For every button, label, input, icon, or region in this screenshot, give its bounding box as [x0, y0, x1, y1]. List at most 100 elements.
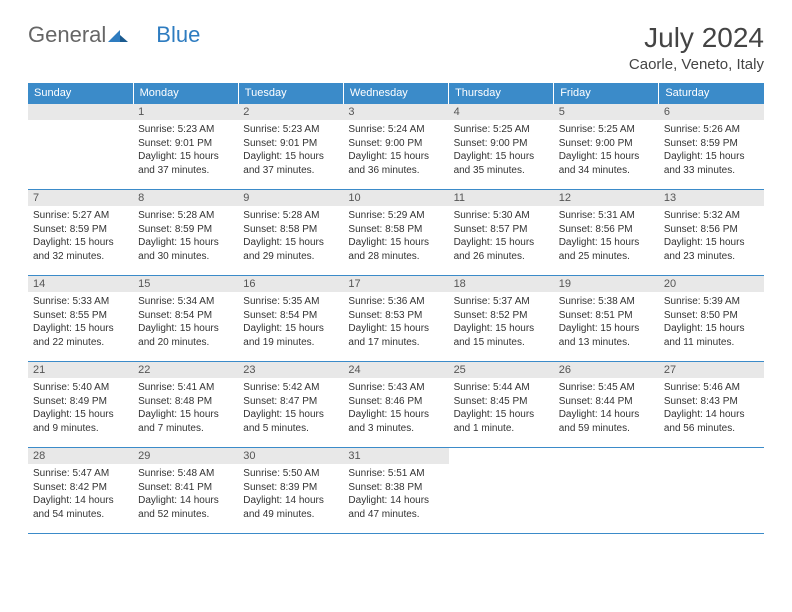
- day-details: Sunrise: 5:31 AMSunset: 8:56 PMDaylight:…: [554, 206, 659, 268]
- col-header: Sunday: [28, 83, 133, 104]
- calendar-cell: 2Sunrise: 5:23 AMSunset: 9:01 PMDaylight…: [238, 104, 343, 190]
- daylight-line: Daylight: 14 hours and 54 minutes.: [33, 494, 128, 521]
- calendar-cell: 11Sunrise: 5:30 AMSunset: 8:57 PMDayligh…: [449, 190, 554, 276]
- sunrise-line: Sunrise: 5:29 AM: [348, 209, 443, 223]
- sunrise-line: Sunrise: 5:28 AM: [138, 209, 233, 223]
- calendar-cell: 8Sunrise: 5:28 AMSunset: 8:59 PMDaylight…: [133, 190, 238, 276]
- sunrise-line: Sunrise: 5:28 AM: [243, 209, 338, 223]
- calendar-cell: 15Sunrise: 5:34 AMSunset: 8:54 PMDayligh…: [133, 276, 238, 362]
- daylight-line: Daylight: 14 hours and 52 minutes.: [138, 494, 233, 521]
- sunset-line: Sunset: 8:45 PM: [454, 395, 549, 409]
- calendar-cell: 30Sunrise: 5:50 AMSunset: 8:39 PMDayligh…: [238, 448, 343, 534]
- sunrise-line: Sunrise: 5:37 AM: [454, 295, 549, 309]
- sunrise-line: Sunrise: 5:41 AM: [138, 381, 233, 395]
- sunset-line: Sunset: 8:55 PM: [33, 309, 128, 323]
- sunrise-line: Sunrise: 5:50 AM: [243, 467, 338, 481]
- day-number: 5: [554, 104, 659, 120]
- daylight-line: Daylight: 14 hours and 59 minutes.: [559, 408, 654, 435]
- col-header: Thursday: [449, 83, 554, 104]
- sunrise-line: Sunrise: 5:27 AM: [33, 209, 128, 223]
- sunset-line: Sunset: 9:01 PM: [138, 137, 233, 151]
- daylight-line: Daylight: 15 hours and 35 minutes.: [454, 150, 549, 177]
- day-number: 18: [449, 276, 554, 292]
- sunset-line: Sunset: 8:51 PM: [559, 309, 654, 323]
- sunrise-line: Sunrise: 5:51 AM: [348, 467, 443, 481]
- day-details: Sunrise: 5:44 AMSunset: 8:45 PMDaylight:…: [449, 378, 554, 440]
- daylight-line: Daylight: 15 hours and 37 minutes.: [138, 150, 233, 177]
- daylight-line: Daylight: 15 hours and 37 minutes.: [243, 150, 338, 177]
- col-header: Friday: [554, 83, 659, 104]
- day-details: Sunrise: 5:29 AMSunset: 8:58 PMDaylight:…: [343, 206, 448, 268]
- day-details: Sunrise: 5:25 AMSunset: 9:00 PMDaylight:…: [554, 120, 659, 182]
- daylight-line: Daylight: 15 hours and 19 minutes.: [243, 322, 338, 349]
- empty-day-band: [28, 104, 133, 120]
- sunrise-line: Sunrise: 5:25 AM: [559, 123, 654, 137]
- location-text: Caorle, Veneto, Italy: [629, 56, 764, 73]
- day-details: Sunrise: 5:45 AMSunset: 8:44 PMDaylight:…: [554, 378, 659, 440]
- daylight-line: Daylight: 15 hours and 22 minutes.: [33, 322, 128, 349]
- sunrise-line: Sunrise: 5:34 AM: [138, 295, 233, 309]
- calendar-cell: 10Sunrise: 5:29 AMSunset: 8:58 PMDayligh…: [343, 190, 448, 276]
- day-details: Sunrise: 5:47 AMSunset: 8:42 PMDaylight:…: [28, 464, 133, 526]
- day-number: 23: [238, 362, 343, 378]
- calendar-cell: 20Sunrise: 5:39 AMSunset: 8:50 PMDayligh…: [659, 276, 764, 362]
- day-details: Sunrise: 5:30 AMSunset: 8:57 PMDaylight:…: [449, 206, 554, 268]
- daylight-line: Daylight: 15 hours and 33 minutes.: [664, 150, 759, 177]
- sunset-line: Sunset: 8:58 PM: [243, 223, 338, 237]
- daylight-line: Daylight: 15 hours and 3 minutes.: [348, 408, 443, 435]
- day-number: 15: [133, 276, 238, 292]
- sunrise-line: Sunrise: 5:33 AM: [33, 295, 128, 309]
- calendar-cell: 27Sunrise: 5:46 AMSunset: 8:43 PMDayligh…: [659, 362, 764, 448]
- day-number: 28: [28, 448, 133, 464]
- daylight-line: Daylight: 15 hours and 9 minutes.: [33, 408, 128, 435]
- day-details: Sunrise: 5:28 AMSunset: 8:59 PMDaylight:…: [133, 206, 238, 268]
- calendar-cell: [659, 448, 764, 534]
- day-details: Sunrise: 5:37 AMSunset: 8:52 PMDaylight:…: [449, 292, 554, 354]
- sunset-line: Sunset: 9:00 PM: [559, 137, 654, 151]
- sunrise-line: Sunrise: 5:25 AM: [454, 123, 549, 137]
- day-number: 11: [449, 190, 554, 206]
- daylight-line: Daylight: 15 hours and 15 minutes.: [454, 322, 549, 349]
- day-number: 8: [133, 190, 238, 206]
- day-details: Sunrise: 5:38 AMSunset: 8:51 PMDaylight:…: [554, 292, 659, 354]
- calendar-row: 28Sunrise: 5:47 AMSunset: 8:42 PMDayligh…: [28, 448, 764, 534]
- calendar-cell: 7Sunrise: 5:27 AMSunset: 8:59 PMDaylight…: [28, 190, 133, 276]
- sunset-line: Sunset: 8:57 PM: [454, 223, 549, 237]
- sunset-line: Sunset: 8:54 PM: [138, 309, 233, 323]
- day-number: 16: [238, 276, 343, 292]
- sunrise-line: Sunrise: 5:40 AM: [33, 381, 128, 395]
- sunset-line: Sunset: 8:58 PM: [348, 223, 443, 237]
- sunrise-line: Sunrise: 5:48 AM: [138, 467, 233, 481]
- day-details: Sunrise: 5:50 AMSunset: 8:39 PMDaylight:…: [238, 464, 343, 526]
- calendar-header-row: Sunday Monday Tuesday Wednesday Thursday…: [28, 83, 764, 104]
- calendar-row: 1Sunrise: 5:23 AMSunset: 9:01 PMDaylight…: [28, 104, 764, 190]
- day-number: 24: [343, 362, 448, 378]
- day-number: 6: [659, 104, 764, 120]
- calendar-table: Sunday Monday Tuesday Wednesday Thursday…: [28, 83, 764, 534]
- day-number: 13: [659, 190, 764, 206]
- calendar-body: 1Sunrise: 5:23 AMSunset: 9:01 PMDaylight…: [28, 104, 764, 534]
- sunrise-line: Sunrise: 5:31 AM: [559, 209, 654, 223]
- day-number: 14: [28, 276, 133, 292]
- calendar-cell: 25Sunrise: 5:44 AMSunset: 8:45 PMDayligh…: [449, 362, 554, 448]
- col-header: Wednesday: [343, 83, 448, 104]
- day-number: 27: [659, 362, 764, 378]
- calendar-cell: 1Sunrise: 5:23 AMSunset: 9:01 PMDaylight…: [133, 104, 238, 190]
- sunset-line: Sunset: 8:49 PM: [33, 395, 128, 409]
- sunset-line: Sunset: 9:00 PM: [348, 137, 443, 151]
- calendar-cell: [449, 448, 554, 534]
- calendar-cell: 16Sunrise: 5:35 AMSunset: 8:54 PMDayligh…: [238, 276, 343, 362]
- day-details: Sunrise: 5:36 AMSunset: 8:53 PMDaylight:…: [343, 292, 448, 354]
- sunrise-line: Sunrise: 5:43 AM: [348, 381, 443, 395]
- day-number: 1: [133, 104, 238, 120]
- calendar-cell: 19Sunrise: 5:38 AMSunset: 8:51 PMDayligh…: [554, 276, 659, 362]
- day-number: 12: [554, 190, 659, 206]
- calendar-cell: 13Sunrise: 5:32 AMSunset: 8:56 PMDayligh…: [659, 190, 764, 276]
- daylight-line: Daylight: 15 hours and 1 minute.: [454, 408, 549, 435]
- day-number: 7: [28, 190, 133, 206]
- calendar-row: 21Sunrise: 5:40 AMSunset: 8:49 PMDayligh…: [28, 362, 764, 448]
- daylight-line: Daylight: 15 hours and 32 minutes.: [33, 236, 128, 263]
- brand-logo: General Blue: [28, 22, 200, 48]
- sunrise-line: Sunrise: 5:38 AM: [559, 295, 654, 309]
- calendar-cell: 9Sunrise: 5:28 AMSunset: 8:58 PMDaylight…: [238, 190, 343, 276]
